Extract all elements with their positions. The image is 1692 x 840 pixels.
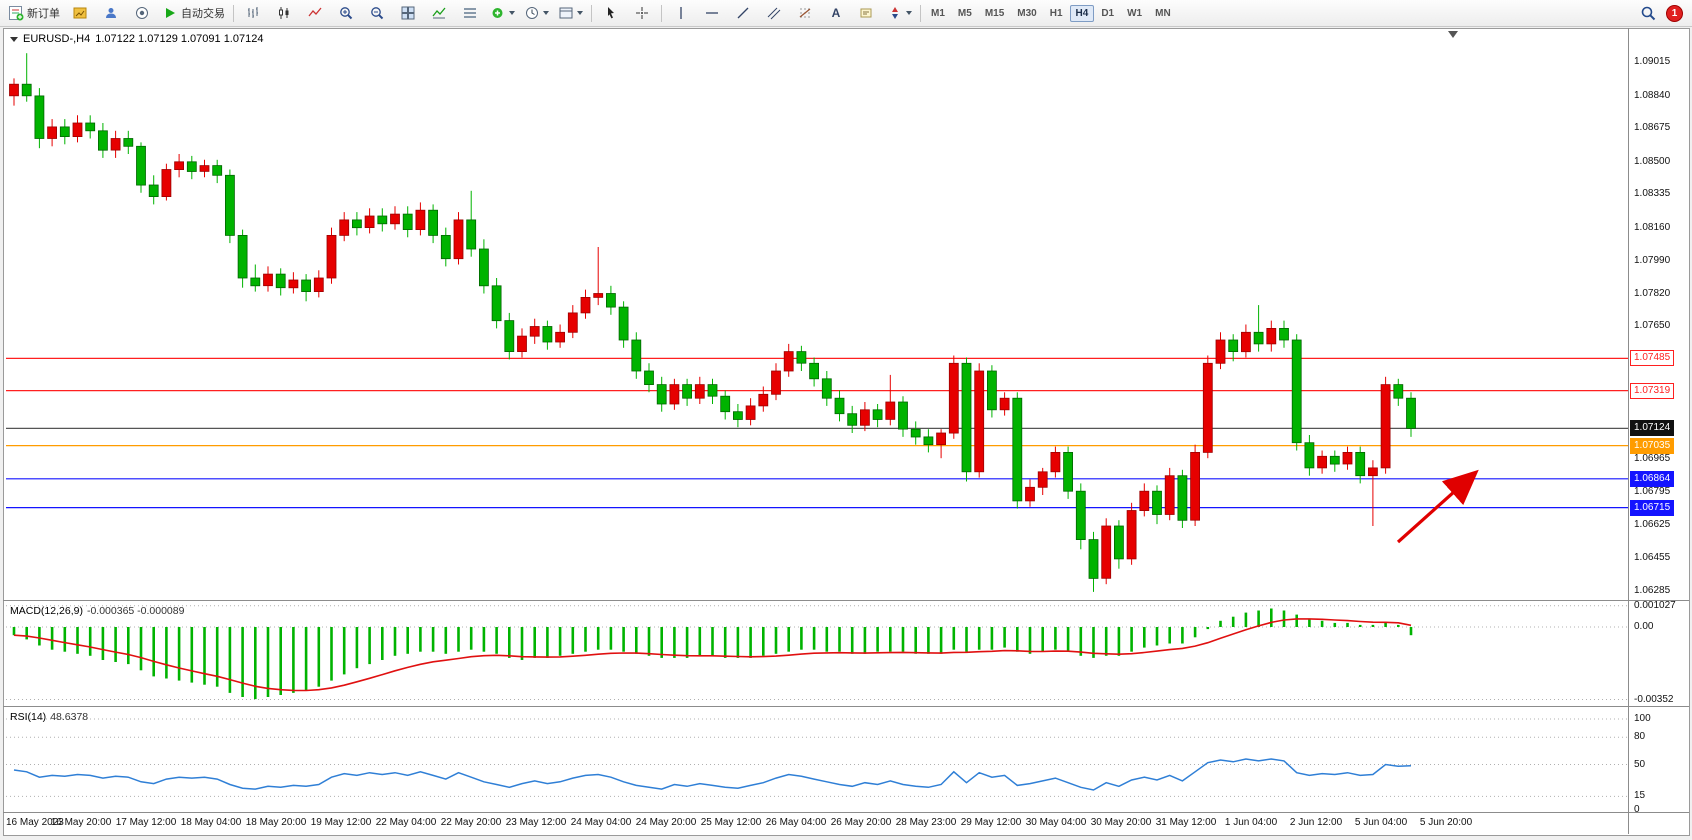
fibonacci-tool[interactable] (790, 1, 820, 25)
toolbar-separator (591, 4, 592, 22)
fibonacci-icon (799, 8, 811, 18)
cursor-icon (608, 7, 614, 19)
tile-windows-icon (401, 6, 415, 20)
channel-tool[interactable] (759, 1, 789, 25)
data-window-button[interactable] (96, 1, 126, 25)
zoom-in-button[interactable] (331, 1, 361, 25)
periods-dropdown[interactable] (520, 1, 553, 25)
timeframe-button-w1[interactable]: W1 (1127, 7, 1143, 19)
trendline-icon (737, 7, 749, 19)
bar-chart-button[interactable] (238, 1, 268, 25)
vertical-line-icon (680, 7, 682, 19)
notification-badge[interactable]: 1 (1666, 4, 1683, 22)
candlestick-chart-icon (279, 7, 289, 19)
candlestick-chart-button[interactable] (269, 1, 299, 25)
toolbar-separator (233, 4, 234, 22)
line-chart-button[interactable] (300, 1, 330, 25)
autotrade-button[interactable]: 自动交易 (158, 1, 229, 25)
add-indicator-icon (492, 8, 503, 18)
strategy-tester-button[interactable] (127, 1, 157, 25)
text-label-icon (860, 8, 872, 18)
toolbar-separator (920, 4, 921, 22)
crosshair-icon (636, 7, 648, 19)
timeframe-button-h1[interactable]: H1 (1049, 7, 1063, 19)
text-tool-label: A (831, 6, 841, 20)
timeframe-button-m5[interactable]: M5 (957, 7, 972, 19)
timeframe-button-m1[interactable]: M1 (931, 7, 945, 19)
timeframe-button-h4[interactable]: H4 (1069, 4, 1095, 22)
clock-icon (526, 7, 538, 19)
vertical-line-tool[interactable] (666, 1, 696, 25)
objects-list-button[interactable] (455, 1, 485, 25)
zoom-in-icon (340, 7, 353, 20)
horizontal-line-icon (706, 12, 718, 14)
timeframe-button-mn[interactable]: MN (1155, 7, 1171, 19)
dropdown-caret-icon (509, 11, 515, 15)
templates-dropdown[interactable] (554, 1, 587, 25)
dropdown-caret-icon (577, 11, 583, 15)
cursor-button[interactable] (596, 1, 626, 25)
text-label-tool[interactable] (852, 1, 882, 25)
new-order-label: 新订单 (27, 8, 60, 20)
market-watch-icon (73, 7, 87, 19)
indicators-button[interactable] (424, 1, 454, 25)
bar-chart-icon (248, 7, 258, 18)
add-indicator-dropdown[interactable] (486, 1, 519, 25)
timeframe-button-m30[interactable]: M30 (1017, 7, 1037, 19)
chart-window[interactable] (3, 28, 1690, 836)
timeframe-button-d1[interactable]: D1 (1101, 7, 1115, 19)
new-order-icon (9, 6, 24, 21)
dropdown-caret-icon (543, 11, 549, 15)
notification-count: 1 (1671, 7, 1678, 19)
indicators-icon (432, 7, 446, 19)
template-icon (559, 7, 573, 19)
horizontal-line-tool[interactable] (697, 1, 727, 25)
trendline-tool[interactable] (728, 1, 758, 25)
timeframe-button-m15[interactable]: M15 (984, 7, 1005, 19)
strategy-tester-icon (136, 7, 148, 19)
autotrade-play-icon (166, 8, 175, 18)
channel-icon (767, 7, 781, 20)
line-chart-icon (308, 7, 322, 17)
zoom-out-button[interactable] (362, 1, 392, 25)
tile-windows-button[interactable] (393, 1, 423, 25)
text-tool[interactable]: A (821, 1, 851, 25)
objects-list-icon (464, 8, 476, 18)
new-order-button[interactable]: 新订单 (4, 1, 64, 25)
toolbar: 新订单 自动交易 (0, 0, 1692, 27)
toolbar-separator (661, 4, 662, 22)
timeframe-group: M1 M5 M15 M30 H1 H4 D1 W1 MN (925, 4, 1177, 22)
data-window-icon (106, 8, 116, 18)
toolbar-right: 1 (1640, 4, 1688, 22)
arrows-dropdown[interactable] (883, 1, 916, 25)
search-icon[interactable] (1640, 5, 1657, 22)
zoom-out-icon (371, 7, 384, 20)
autotrade-label: 自动交易 (181, 8, 225, 20)
dropdown-caret-icon (906, 11, 912, 15)
arrows-icon (892, 7, 898, 19)
market-watch-button[interactable] (65, 1, 95, 25)
crosshair-button[interactable] (627, 1, 657, 25)
